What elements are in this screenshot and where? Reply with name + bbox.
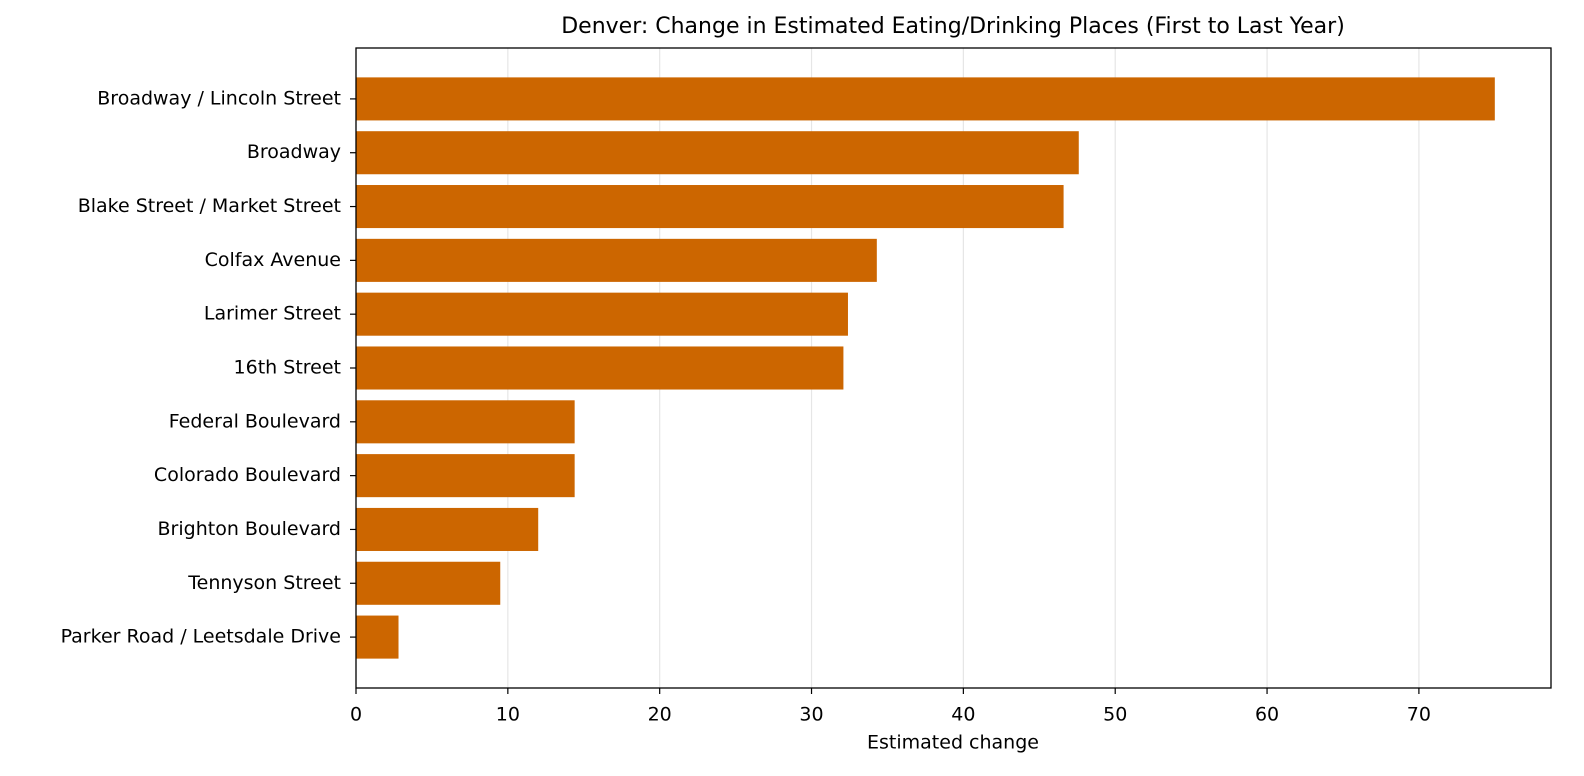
bar xyxy=(356,561,501,605)
x-tick-label: 30 xyxy=(799,704,823,726)
bar xyxy=(356,615,399,659)
x-tick-label: 10 xyxy=(496,704,520,726)
bar xyxy=(356,454,575,498)
y-tick-label: Larimer Street xyxy=(204,303,341,325)
bar xyxy=(356,77,1495,121)
bar xyxy=(356,507,539,551)
y-tick-label: Federal Boulevard xyxy=(169,410,341,432)
y-tick-label: Blake Street / Market Street xyxy=(78,195,341,217)
plot-frame xyxy=(355,47,1552,689)
y-tick-label: Brighton Boulevard xyxy=(158,518,341,540)
x-tick-label: 20 xyxy=(648,704,672,726)
x-tick-label: 50 xyxy=(1103,704,1127,726)
bar xyxy=(356,185,1064,229)
y-tick-label: Colorado Boulevard xyxy=(154,464,341,486)
x-axis-label: Estimated change xyxy=(867,732,1039,754)
x-tick-label: 40 xyxy=(951,704,975,726)
y-tick-label: Tennyson Street xyxy=(187,572,341,594)
bar xyxy=(356,131,1079,175)
x-tick-label: 70 xyxy=(1407,704,1431,726)
y-tick-label: Broadway xyxy=(247,141,341,163)
bar xyxy=(356,292,848,336)
x-tick-label: 60 xyxy=(1255,704,1279,726)
bar xyxy=(356,346,844,390)
y-tick-label: Parker Road / Leetsdale Drive xyxy=(61,626,341,648)
x-tick-label: 0 xyxy=(350,704,362,726)
y-tick-label: Colfax Avenue xyxy=(205,249,341,271)
chart-title: Denver: Change in Estimated Eating/Drink… xyxy=(561,14,1345,39)
bar xyxy=(356,238,877,282)
y-tick-label: 16th Street xyxy=(234,357,341,379)
y-tick-label: Broadway / Lincoln Street xyxy=(97,87,341,109)
bar xyxy=(356,400,575,444)
